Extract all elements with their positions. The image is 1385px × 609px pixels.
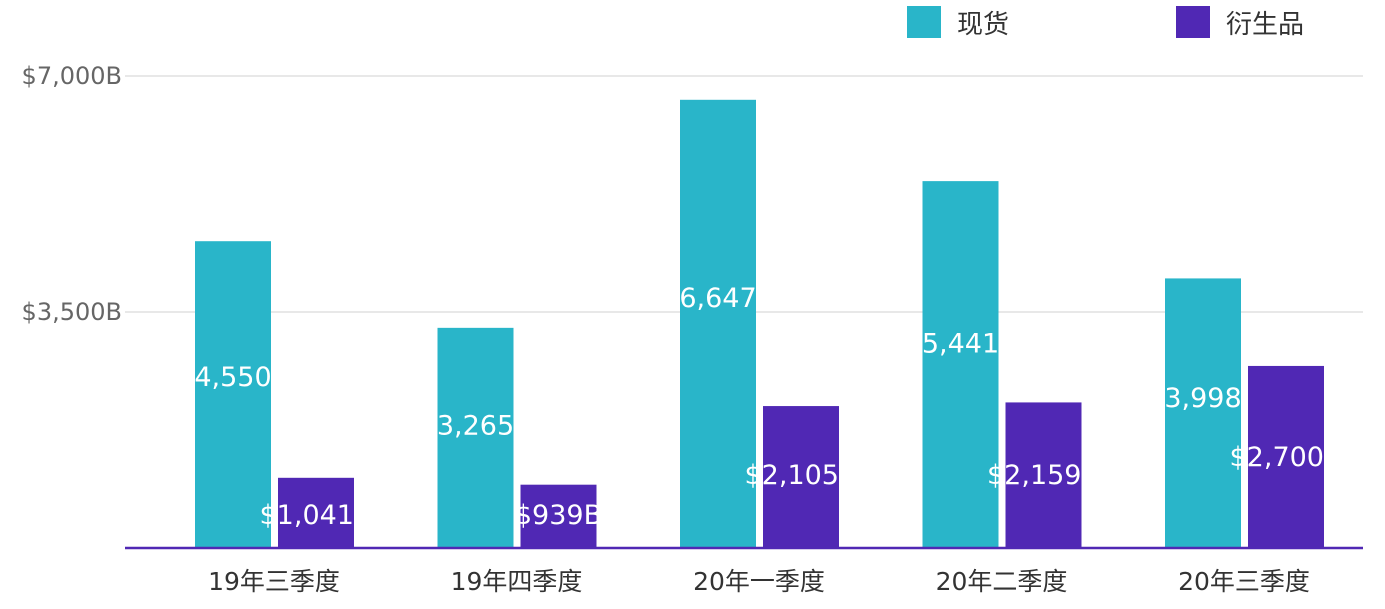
bar-spot — [1165, 278, 1241, 548]
y-axis-ticks: $3,500B $7,000B — [22, 62, 122, 326]
bar-spot — [680, 99, 756, 549]
data-label: $939B — [515, 500, 602, 531]
data-label: $2,105B — [745, 460, 858, 491]
data-label: 3,998 — [1164, 383, 1241, 414]
data-labels: 4,550 3,265 6,647 5,441 3,998 $1,041B $939B $2,… — [194, 283, 1342, 531]
y-tick-label: $3,500B — [22, 298, 122, 326]
data-label: 5,441 — [922, 329, 999, 360]
bar-derivatives — [278, 477, 354, 548]
data-label: 4,550 — [194, 362, 271, 393]
bar-derivatives — [1005, 402, 1082, 548]
legend-label: 衍生品 — [1226, 10, 1304, 40]
legend: 现货 衍生品 — [907, 6, 1304, 40]
bars — [195, 99, 1324, 549]
x-category-label: 20年一季度 — [693, 567, 825, 596]
bar-derivatives — [520, 484, 597, 548]
x-category-label: 20年二季度 — [936, 567, 1068, 596]
y-tick-label: $7,000B — [22, 62, 122, 90]
bar-spot — [437, 327, 514, 548]
data-label: 6,647 — [679, 283, 756, 314]
bar-spot — [922, 181, 999, 548]
bar-derivatives — [763, 406, 839, 548]
data-label: $2,159B — [987, 460, 1100, 491]
data-label: 3,265 — [437, 411, 514, 442]
x-category-label: 19年三季度 — [208, 567, 340, 596]
bar-derivatives — [1248, 365, 1324, 548]
x-category-label: 19年四季度 — [451, 567, 583, 596]
legend-swatch — [907, 6, 941, 38]
data-label: $2,700B — [1230, 442, 1343, 473]
x-axis-categories: 19年三季度 19年四季度 20年一季度 20年二季度 20年三季度 — [208, 567, 1310, 596]
legend-swatch — [1176, 6, 1210, 38]
bar-spot — [195, 241, 271, 548]
data-label: $1,041B — [260, 500, 373, 531]
legend-label: 现货 — [957, 10, 1009, 40]
x-category-label: 20年三季度 — [1178, 567, 1310, 596]
